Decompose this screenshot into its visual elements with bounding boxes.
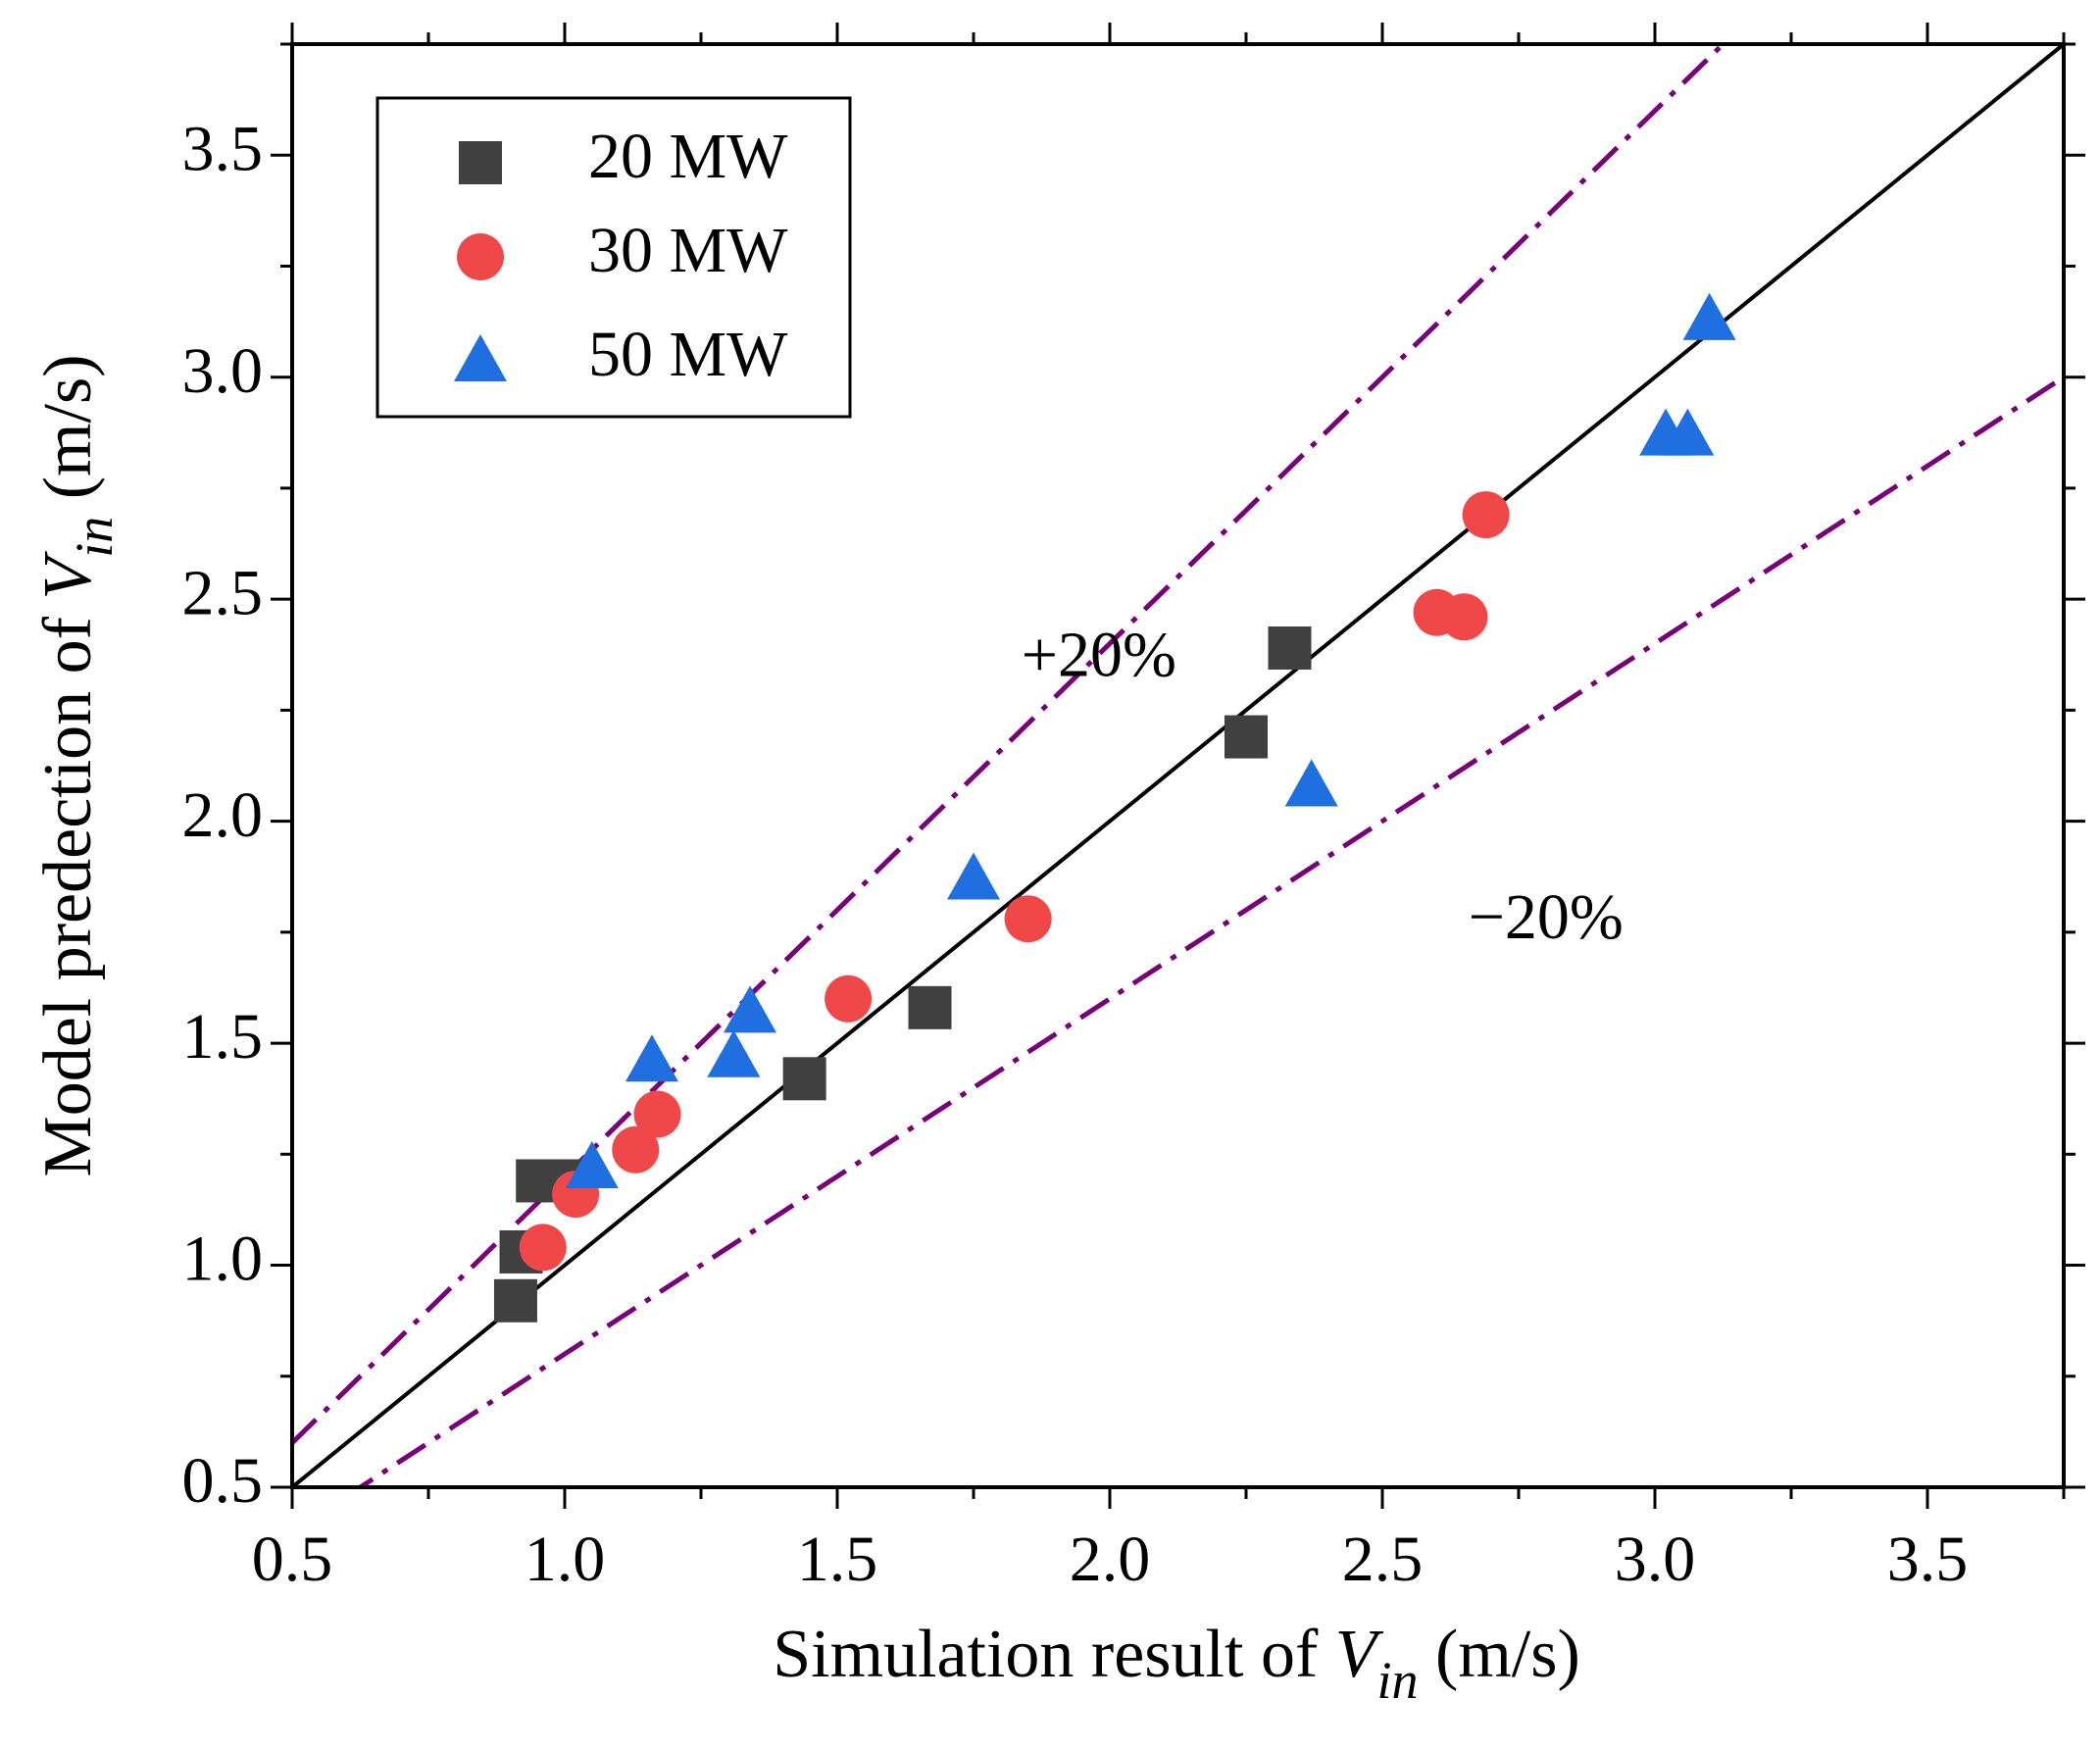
x-tick-label: 1.0 [525,1524,606,1595]
data-point-20mw-5 [908,985,952,1029]
data-point-50mw-4 [947,852,1000,900]
legend-box [375,96,852,419]
legend: 20 MW 30 MW 50 MW [375,96,852,419]
x-tick-label: 3.0 [1615,1524,1696,1595]
data-point-50mw-3 [724,985,777,1033]
y-tick-label: 1.0 [182,1224,264,1295]
legend-markers [454,141,507,382]
x-tick-label: 2.0 [1070,1524,1151,1595]
legend-marker-50mw [454,334,507,382]
legend-label-50mw: 50 MW [588,319,788,390]
y-tick-label: 3.0 [182,335,264,407]
y-tick-label: 3.5 [182,113,264,184]
data-point-20mw-4 [782,1057,826,1101]
data-markers [493,292,1736,1323]
data-point-50mw-7 [1661,408,1715,456]
data-point-30mw-0 [519,1224,567,1272]
x-tick-label: 2.5 [1342,1524,1424,1595]
data-point-20mw-2 [516,1159,560,1203]
legend-marker-20mw [459,141,502,184]
legend-label-30mw: 30 MW [588,215,788,286]
y-axis-title: Model predection of Vin (m/s) [30,354,124,1176]
y-tick-label: 2.5 [182,557,264,628]
x-tick-label: 3.5 [1887,1524,1969,1595]
y-tick-label: 2.0 [182,779,264,851]
data-point-50mw-8 [1682,292,1736,340]
data-point-50mw-1 [625,1034,678,1082]
plot-frame [290,42,2066,1489]
x-tick-label: 0.5 [252,1524,333,1595]
reference-line-minus-20 [355,375,2064,1487]
reference-line-identity [292,44,2064,1487]
data-point-50mw-2 [707,1029,761,1077]
x-tick-label: 1.5 [797,1524,878,1595]
data-point-50mw-5 [1284,759,1338,807]
legend-label-20mw: 20 MW [588,121,788,192]
axis-ticks [271,23,2085,1509]
legend-marker-30mw [457,233,504,280]
data-point-30mw-8 [1462,491,1510,539]
data-point-20mw-6 [1225,715,1268,759]
data-point-20mw-7 [1268,625,1312,670]
data-point-30mw-5 [1004,895,1052,943]
data-point-30mw-7 [1440,593,1488,641]
data-point-50mw-0 [565,1140,619,1188]
data-point-30mw-2 [612,1125,660,1174]
annotation-plus-20: +20% [1022,620,1176,691]
data-point-30mw-3 [633,1090,681,1138]
annotation-minus-20: −20% [1469,881,1624,953]
reference-lines [292,44,2064,1487]
data-point-30mw-4 [825,974,873,1023]
y-tick-label: 1.5 [182,1001,264,1073]
tick-labels: 0.5 1.0 1.5 2.0 2.5 3.0 3.5 0.5 1.0 1.5 2.0 2.5 3.0 3… [182,113,1969,1595]
y-tick-label: 0.5 [182,1445,264,1517]
reference-line-plus-20 [292,44,1727,1445]
x-axis-title: Simulation result of Vin (m/s) [773,1617,1580,1710]
data-point-20mw-0 [493,1278,537,1323]
